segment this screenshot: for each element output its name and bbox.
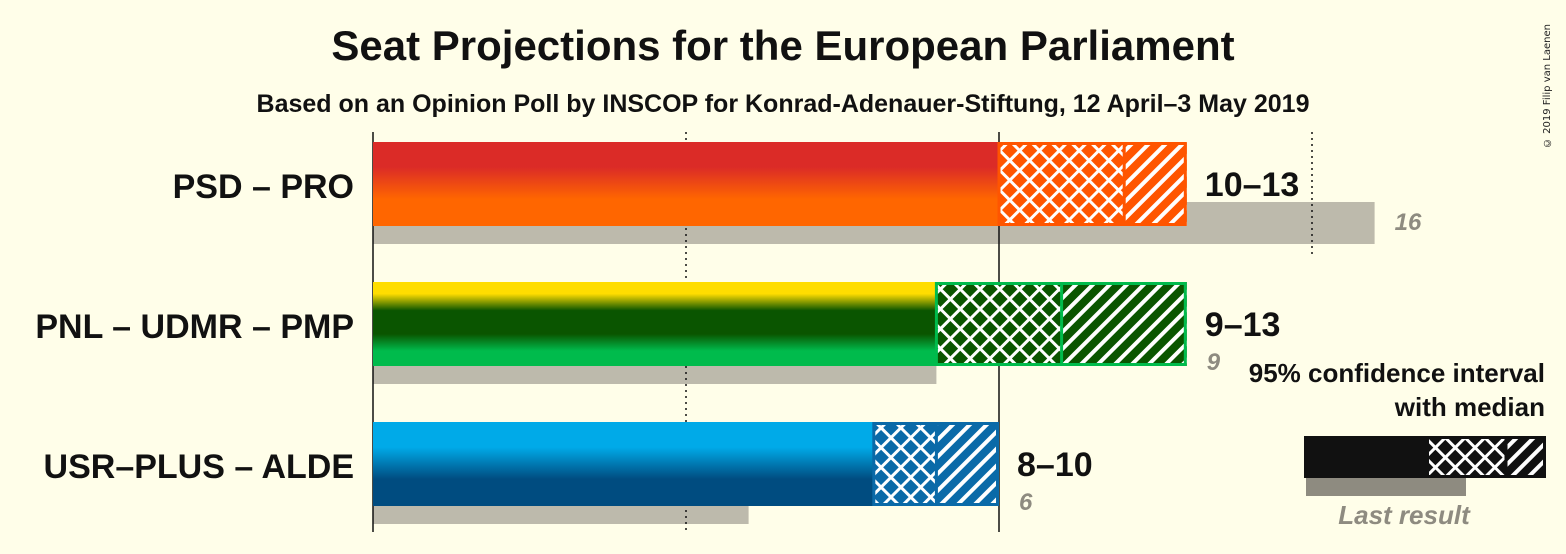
- party-name-label: PSD – PRO: [173, 168, 354, 206]
- last-result-label: 9: [1207, 349, 1221, 376]
- legend-last-result-swatch: [1306, 476, 1466, 496]
- projection-bar-lower-ci: [873, 422, 937, 506]
- legend-median-label: with median: [1394, 392, 1545, 422]
- projection-bar-base: [373, 142, 999, 226]
- legend-bar-swatch: [1304, 436, 1426, 478]
- last-result-label: 6: [1019, 489, 1033, 516]
- projection-bar-lower-ci: [999, 142, 1125, 226]
- legend-last-result-label: Last result: [1338, 500, 1471, 530]
- seat-range-label: 10–13: [1205, 166, 1300, 204]
- projection-bar-base: [373, 282, 937, 366]
- legend-ci-outline: [1426, 436, 1546, 478]
- legend-upper-ci-swatch: [1506, 436, 1546, 478]
- projection-bar-outline: [997, 142, 1187, 226]
- party-name-label: USR–PLUS – ALDE: [44, 448, 354, 486]
- projection-bar-base: [373, 422, 874, 506]
- projection-bars: [373, 142, 1187, 506]
- chart-title: Seat Projections for the European Parlia…: [331, 22, 1235, 69]
- projection-bar-upper-ci: [936, 422, 999, 506]
- seat-range-label: 8–10: [1017, 446, 1093, 484]
- projection-bar-upper-ci: [1061, 282, 1187, 366]
- legend-lower-ci-swatch: [1426, 436, 1506, 478]
- legend: 95% confidence interval with median Last r…: [1249, 358, 1546, 530]
- projection-bar-upper-ci: [1124, 142, 1187, 226]
- projection-bar-lower-ci: [936, 282, 1062, 366]
- seat-range-label: 9–13: [1205, 306, 1281, 344]
- last-result-label: 16: [1395, 209, 1422, 236]
- legend-ci-label: 95% confidence interval: [1249, 358, 1545, 388]
- party-labels: PSD – PRO 10–13 16 PNL – UDMR – PMP 9–13 9 USR…: [35, 166, 1422, 516]
- party-name-label: PNL – UDMR – PMP: [35, 308, 354, 346]
- chart-subtitle: Based on an Opinion Poll by INSCOP for K…: [256, 90, 1310, 118]
